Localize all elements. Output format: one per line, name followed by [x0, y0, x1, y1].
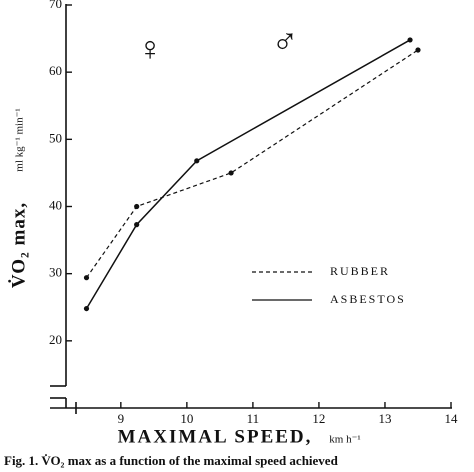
- series-line: [85, 39, 411, 309]
- y-tick-label: 20: [49, 332, 62, 347]
- point: [83, 305, 90, 312]
- y-tick-label: 70: [49, 0, 62, 11]
- point: [134, 203, 140, 210]
- x-tick-label: 10: [180, 411, 193, 426]
- point: [415, 47, 421, 53]
- point: [83, 275, 90, 281]
- y-label-units: ml kg⁻¹ min⁻¹: [14, 108, 26, 171]
- point: [228, 170, 234, 176]
- x-tick-label: 12: [312, 411, 325, 426]
- y-label-main: V̇O₂ max,: [8, 202, 29, 288]
- x-tick-label: 13: [378, 411, 391, 426]
- point: [194, 158, 200, 164]
- y-label: V̇O₂ max, ml kg⁻¹ min⁻¹: [8, 108, 29, 288]
- y-tick-label: 60: [49, 63, 62, 78]
- x-tick-label: 14: [445, 411, 459, 426]
- y-tick-label: 30: [49, 265, 62, 280]
- point: [407, 37, 413, 43]
- caption: Fig. 1. V̇O₂ max as a function of the ma…: [4, 453, 339, 468]
- series-line: [85, 49, 419, 279]
- y-tick-label: 40: [49, 197, 62, 212]
- y-tick-label: 50: [49, 130, 62, 145]
- x-label-units: km h⁻¹: [329, 434, 360, 446]
- legend-label: ASBESTOS: [330, 292, 406, 306]
- x-tick-label: 11: [247, 411, 260, 426]
- legend-label: RUBBER: [330, 264, 390, 278]
- annotation: ♀: [137, 31, 163, 68]
- annotation: ♂: [272, 21, 299, 61]
- x-label: MAXIMAL SPEED,: [118, 426, 313, 447]
- point: [134, 222, 140, 228]
- x-tick-label: 9: [118, 411, 125, 426]
